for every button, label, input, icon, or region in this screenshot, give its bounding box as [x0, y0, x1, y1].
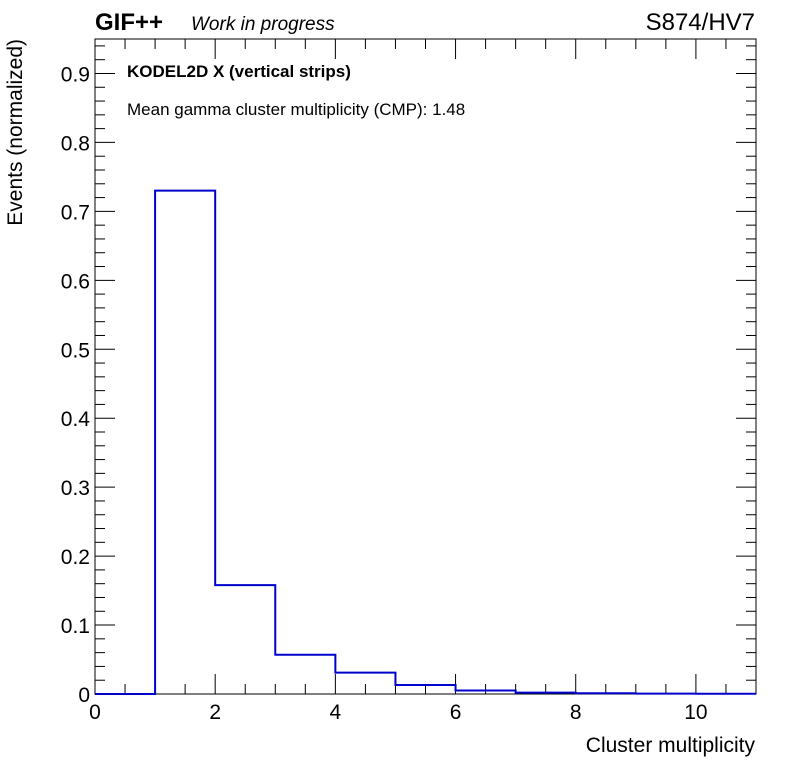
- plot-frame: [94, 38, 757, 695]
- experiment-label: GIF++: [95, 9, 163, 36]
- y-axis-label: Events (normalized): [4, 39, 27, 226]
- y-tick-label: 0.2: [61, 546, 90, 569]
- x-tick-label: 8: [570, 701, 582, 724]
- y-tick-label: 0.6: [61, 270, 90, 293]
- x-axis-label: Cluster multiplicity: [586, 734, 756, 757]
- x-tick-label: 4: [330, 701, 342, 724]
- y-tick-label: 0.7: [61, 201, 90, 224]
- histogram-outline: [95, 189, 756, 695]
- axes: 0 2 4 6 8 10 0 0.1 0.2 0.3 0.4 0.5 0.6 0.7 0.8 0.9: [61, 39, 757, 724]
- histogram-bin: [215, 585, 275, 694]
- y-tick-label: 0.9: [61, 63, 90, 86]
- y-tick-label: 0.4: [61, 408, 91, 431]
- chart-annotation: Mean gamma cluster multiplicity (CMP): 1…: [127, 100, 465, 119]
- run-label: S874/HV7: [646, 9, 755, 36]
- x-tick-label: 2: [209, 701, 221, 724]
- y-tick-label: 0.5: [61, 339, 90, 362]
- y-tick-label: 0.1: [61, 615, 90, 638]
- chart-title: KODEL2D X (vertical strips): [127, 62, 351, 81]
- status-label: Work in progress: [191, 14, 335, 35]
- y-tick-label: 0: [78, 684, 90, 707]
- x-tick-label: 0: [89, 701, 101, 724]
- x-tick-label: 6: [450, 701, 462, 724]
- x-tick-label: 10: [684, 701, 707, 724]
- y-tick-label: 0.8: [61, 132, 90, 155]
- histogram-marks: [95, 189, 756, 695]
- y-tick-label: 0.3: [61, 477, 90, 500]
- histogram-bin: [155, 191, 215, 694]
